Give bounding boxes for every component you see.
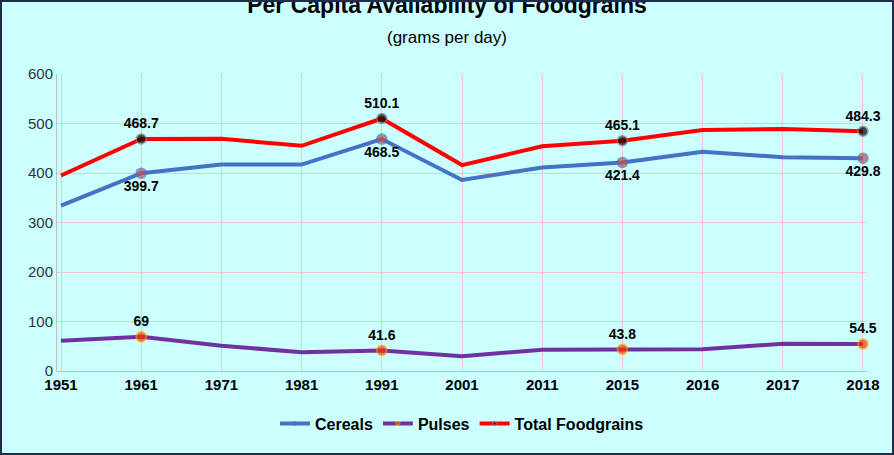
svg-text:400: 400 [28, 164, 53, 181]
svg-text:600: 600 [28, 65, 53, 82]
svg-text:1981: 1981 [285, 376, 318, 393]
svg-text:2011: 2011 [526, 376, 559, 393]
svg-text:468.5: 468.5 [364, 144, 399, 160]
svg-text:2016: 2016 [686, 376, 719, 393]
svg-text:Per Capita Availability of Foo: Per Capita Availability of Foodgrains(gr… [247, 2, 647, 47]
svg-text:468.7: 468.7 [124, 115, 159, 131]
svg-text:43.8: 43.8 [609, 326, 636, 342]
svg-text:0: 0 [45, 362, 53, 379]
svg-text:200: 200 [28, 263, 53, 280]
svg-text:300: 300 [28, 214, 53, 231]
svg-text:1991: 1991 [365, 376, 398, 393]
svg-text:69: 69 [133, 313, 149, 329]
svg-text:510.1: 510.1 [364, 95, 399, 111]
svg-text:500: 500 [28, 115, 53, 132]
svg-text:484.3: 484.3 [845, 108, 880, 124]
svg-text:421.4: 421.4 [605, 167, 640, 183]
svg-text:2001: 2001 [445, 376, 478, 393]
svg-text:429.8: 429.8 [845, 163, 880, 179]
svg-text:Total Foodgrains: Total Foodgrains [515, 416, 644, 433]
svg-text:Cereals: Cereals [315, 416, 373, 433]
svg-text:54.5: 54.5 [849, 320, 876, 336]
svg-text:Pulses: Pulses [418, 416, 470, 433]
svg-text:1961: 1961 [125, 376, 158, 393]
svg-text:100: 100 [28, 313, 53, 330]
svg-text:41.6: 41.6 [368, 327, 395, 343]
svg-text:465.1: 465.1 [605, 117, 640, 133]
svg-text:2017: 2017 [766, 376, 799, 393]
svg-text:1951: 1951 [44, 376, 77, 393]
svg-text:2018: 2018 [846, 376, 879, 393]
svg-text:2015: 2015 [606, 376, 639, 393]
svg-text:1971: 1971 [205, 376, 238, 393]
svg-text:399.7: 399.7 [124, 178, 159, 194]
